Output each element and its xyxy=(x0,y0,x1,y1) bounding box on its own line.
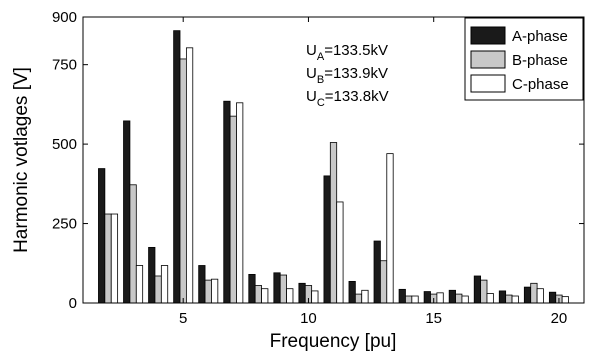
bar-a-phase-h5 xyxy=(173,30,181,304)
bar-c-phase-h12 xyxy=(361,289,369,304)
bar-a-phase-h6 xyxy=(198,265,206,304)
bar-c-phase-h20 xyxy=(561,296,569,304)
bar-a-phase-h2 xyxy=(98,168,106,304)
bar-a-phase-h13 xyxy=(373,240,381,304)
bar-a-phase-h10 xyxy=(298,282,306,304)
legend-swatch-c-phase xyxy=(470,74,506,93)
x-tick-label: 5 xyxy=(179,310,187,327)
bar-c-phase-h6 xyxy=(211,278,219,304)
bar-a-phase-h7 xyxy=(223,100,231,304)
bar-c-phase-h10 xyxy=(311,290,319,304)
bar-a-phase-h16 xyxy=(448,289,456,304)
bar-c-phase-h4 xyxy=(160,265,169,304)
bar-c-phase-h5 xyxy=(185,47,194,304)
x-tick-label: 10 xyxy=(300,310,317,327)
bar-c-phase-h15 xyxy=(436,292,444,304)
bar-b-phase-h3 xyxy=(129,184,137,304)
bar-b-phase-h11 xyxy=(329,142,338,304)
bar-a-phase-h11 xyxy=(323,175,331,304)
bar-c-phase-h9 xyxy=(286,288,294,304)
bar-b-phase-h8 xyxy=(254,285,262,304)
plot-frame xyxy=(82,16,585,304)
bar-c-phase-h18 xyxy=(511,295,519,304)
bar-c-phase-h7 xyxy=(236,102,244,304)
bar-c-phase-h17 xyxy=(486,293,494,304)
bar-a-phase-h15 xyxy=(423,291,431,304)
bar-b-phase-h7 xyxy=(229,115,237,304)
y-tick-label: 750 xyxy=(52,57,77,74)
x-tick-label: 15 xyxy=(425,310,442,327)
annotation-voltage-a: UA=133.5kV xyxy=(306,42,388,63)
y-tick-label: 250 xyxy=(52,216,77,233)
y-tick-label: 900 xyxy=(52,9,77,26)
bar-a-phase-h9 xyxy=(273,272,281,304)
bar-c-phase-h2 xyxy=(110,213,119,304)
legend: A-phase B-phase C-phase xyxy=(464,17,584,101)
x-tick-label: 20 xyxy=(551,310,568,327)
bar-c-phase-h14 xyxy=(411,295,419,304)
bar-a-phase-h18 xyxy=(498,290,507,304)
x-axis-label: Frequency [pu] xyxy=(270,331,397,352)
annotation-voltage-b: UB=133.9kV xyxy=(306,65,388,86)
bar-a-phase-h8 xyxy=(248,273,256,304)
bar-b-phase-h5 xyxy=(179,58,187,304)
bar-b-phase-h4 xyxy=(154,275,162,304)
bar-c-phase-h3 xyxy=(135,265,144,304)
bar-b-phase-h17 xyxy=(480,279,488,304)
bar-a-phase-h20 xyxy=(548,291,557,304)
bar-c-phase-h16 xyxy=(461,295,469,304)
bar-c-phase-h19 xyxy=(536,288,544,304)
bar-c-phase-h13 xyxy=(386,153,394,304)
bar-a-phase-h19 xyxy=(523,286,532,304)
bar-a-phase-h4 xyxy=(148,246,156,304)
legend-label-b-phase: B-phase xyxy=(512,52,568,69)
ticks-layer: 5 10 15 20 0 250 500 750 900 xyxy=(52,9,584,327)
bar-b-phase-h2 xyxy=(104,213,112,304)
bar-a-phase-h17 xyxy=(473,275,482,304)
bar-b-phase-h12 xyxy=(354,293,363,304)
bar-c-phase-h8 xyxy=(261,288,269,304)
bars-layer xyxy=(98,30,569,304)
bar-b-phase-h18 xyxy=(505,294,513,304)
legend-swatch-a-phase xyxy=(470,26,506,45)
y-tick-label: 500 xyxy=(52,136,77,153)
bar-b-phase-h14 xyxy=(405,295,413,304)
bar-a-phase-h14 xyxy=(398,288,406,304)
bar-b-phase-h9 xyxy=(279,274,287,304)
y-axis-label: Harmonic votlages [V] xyxy=(11,67,32,253)
y-tick-label: 0 xyxy=(69,295,77,312)
bar-b-phase-h6 xyxy=(204,279,212,304)
bar-b-phase-h16 xyxy=(455,293,463,304)
annotation-voltage-c: UC=133.8kV xyxy=(306,88,389,109)
legend-label-c-phase: C-phase xyxy=(512,76,569,93)
bar-a-phase-h3 xyxy=(123,120,131,304)
legend-swatch-b-phase xyxy=(470,50,506,69)
bar-b-phase-h19 xyxy=(530,282,538,304)
legend-label-a-phase: A-phase xyxy=(512,28,568,45)
bar-c-phase-h11 xyxy=(336,201,344,304)
bar-a-phase-h12 xyxy=(348,280,356,304)
bar-b-phase-h13 xyxy=(380,260,388,304)
